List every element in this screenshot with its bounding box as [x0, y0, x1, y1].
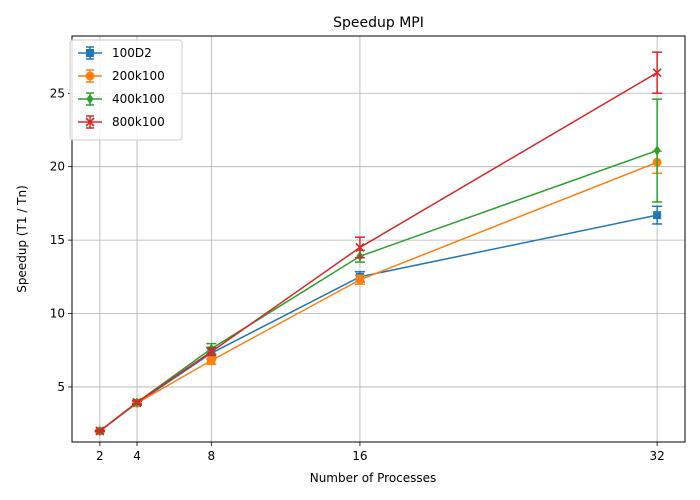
legend-label: 800k100 [112, 115, 165, 129]
x-axis: 2 4 8 16 32 [96, 442, 665, 463]
circle-marker [355, 275, 365, 285]
series-100D2 [94, 205, 663, 435]
series-line [99, 214, 658, 432]
series-line [99, 161, 658, 432]
x-axis-label: Number of Processes [310, 471, 437, 485]
square-marker [86, 49, 94, 57]
x-tick-label: 16 [352, 449, 367, 463]
series-400k100 [94, 98, 663, 436]
x-marker [95, 426, 105, 436]
x-marker-stroke [85, 117, 95, 127]
circle-marker [206, 356, 216, 366]
series-line [99, 149, 658, 432]
x-marker [652, 68, 662, 78]
x-tick-label: 4 [133, 449, 141, 463]
diamond-marker [86, 94, 94, 104]
x-tick-label: 2 [96, 449, 104, 463]
diamond-marker [653, 145, 661, 156]
x-marker-stroke [652, 68, 662, 78]
x-marker-stroke [206, 347, 216, 357]
x-marker [206, 347, 216, 357]
plot-area-frame [71, 35, 686, 443]
y-axis: 5 10 15 20 25 [50, 86, 72, 394]
y-tick-label: 5 [57, 380, 65, 394]
x-marker-stroke [355, 242, 365, 253]
legend-label: 400k100 [112, 92, 165, 106]
legend-box [69, 39, 183, 141]
x-marker [355, 242, 365, 253]
series-group [94, 51, 663, 436]
legend-item: 400k100 [78, 92, 165, 106]
legend-item: 200k100 [78, 69, 165, 83]
legend-label: 200k100 [112, 69, 165, 83]
legend-item: 800k100 [78, 115, 165, 129]
x-marker-stroke [132, 397, 142, 407]
x-marker [132, 397, 142, 407]
x-tick-label: 8 [207, 449, 215, 463]
series-200k100 [94, 150, 663, 436]
legend-item: 100D2 [78, 46, 152, 60]
y-tick-label: 15 [50, 233, 65, 247]
y-tick-label: 10 [50, 307, 65, 321]
x-marker-stroke [95, 426, 105, 436]
x-marker [85, 117, 95, 127]
legend-label: 100D2 [112, 46, 152, 60]
series-800k100 [94, 51, 663, 436]
square-marker [653, 211, 662, 220]
y-tick-label: 20 [50, 160, 65, 174]
legend: 100D2 200k100 400k100 800k100 [69, 39, 183, 141]
circle-marker [85, 71, 95, 81]
y-tick-label: 25 [50, 86, 65, 100]
y-axis-label: Speedup (T1 / Tn) [15, 185, 29, 293]
chart-title: Speedup MPI [333, 15, 424, 31]
x-tick-label: 32 [649, 449, 664, 463]
